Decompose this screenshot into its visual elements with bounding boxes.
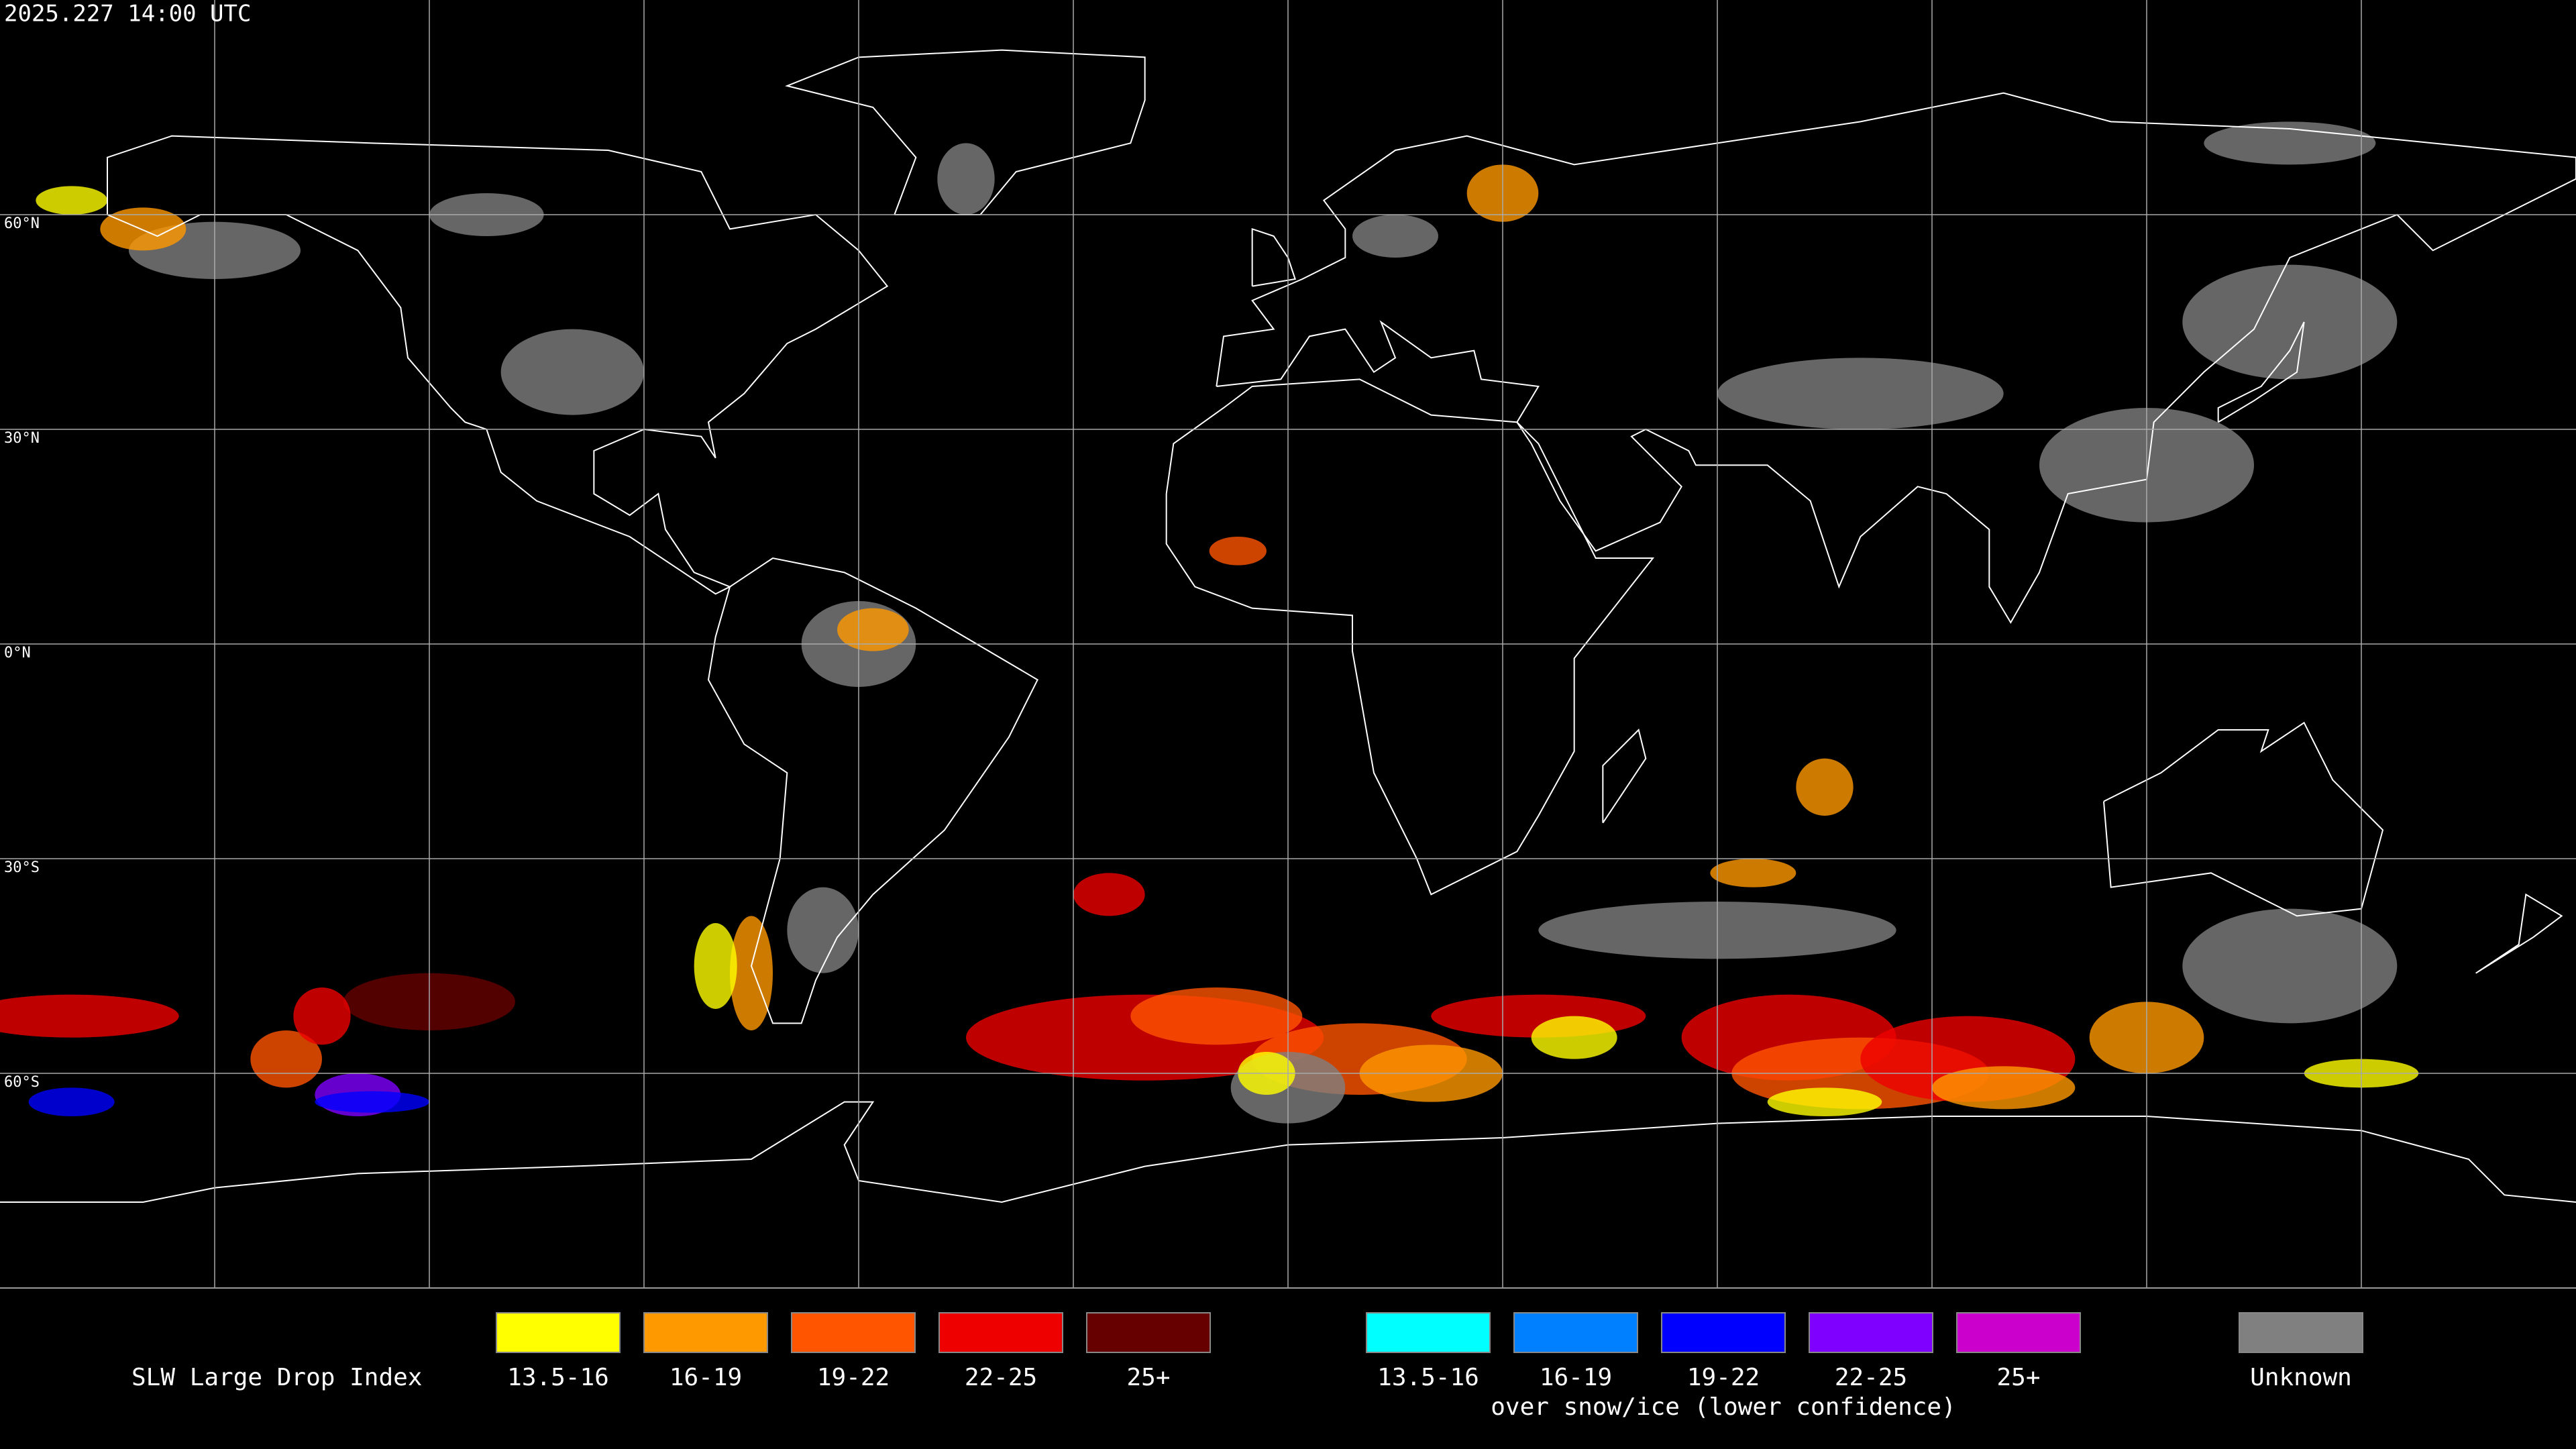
precip-patch xyxy=(1710,859,1796,888)
precip-patch xyxy=(0,994,179,1038)
precip-patch xyxy=(1209,537,1267,566)
legend-swatch xyxy=(1366,1312,1491,1353)
legend-swatch xyxy=(1809,1312,1933,1353)
coastline xyxy=(1216,92,2576,624)
precip-layer xyxy=(0,121,2419,1124)
coastline xyxy=(2475,893,2563,974)
legend-swatch xyxy=(643,1312,768,1353)
precip-patch xyxy=(100,207,186,251)
precip-patch xyxy=(28,1087,115,1116)
latitude-label: 60°S xyxy=(4,1074,40,1091)
precip-patch xyxy=(937,143,995,215)
precip-patch xyxy=(2182,908,2398,1024)
precip-patch xyxy=(1932,1066,2076,1110)
legend-label: 13.5-16 xyxy=(507,1364,609,1391)
legend: SLW Large Drop Index 13.5-16 16-19 19-22 22-… xyxy=(131,1312,2363,1421)
precip-patch xyxy=(315,1091,429,1113)
coastline xyxy=(107,135,889,595)
precip-patch xyxy=(730,916,773,1030)
precip-patch xyxy=(1352,215,1438,258)
legend-label: 19-22 xyxy=(817,1364,890,1391)
precip-patch xyxy=(500,329,644,415)
legend-swatch xyxy=(1513,1312,1638,1353)
graticule: 60°N 30°N 0°N 30°S 60°S xyxy=(0,0,2576,1288)
precip-patch xyxy=(293,987,351,1045)
coastline xyxy=(1251,227,1296,287)
precip-patch xyxy=(1717,358,2004,430)
precip-patch xyxy=(787,887,859,973)
legend-label: 16-19 xyxy=(1540,1364,1612,1391)
latitude-label: 30°N xyxy=(4,430,40,447)
precip-patch xyxy=(694,923,737,1009)
coastline xyxy=(1602,729,1647,824)
precip-patch xyxy=(1073,873,1145,916)
legend-label: 22-25 xyxy=(1835,1364,1907,1391)
precip-patch xyxy=(1767,1087,1882,1116)
legend-label: Unknown xyxy=(2250,1364,2352,1391)
precip-patch xyxy=(1130,987,1303,1045)
precip-patch xyxy=(36,186,108,215)
latitude-label: 30°S xyxy=(4,859,40,876)
precip-patch xyxy=(2204,121,2376,165)
legend-swatch xyxy=(1086,1312,1211,1353)
precip-patch xyxy=(1796,758,1854,816)
legend-label: 13.5-16 xyxy=(1377,1364,1479,1391)
coastline xyxy=(1165,378,1655,896)
latitude-label: 0°N xyxy=(4,645,31,661)
timestamp: 2025.227 14:00 UTC xyxy=(4,1,251,28)
legend-swatch xyxy=(1956,1312,2081,1353)
legend-caption: over snow/ice (lower confidence) xyxy=(1491,1393,1956,1421)
legend-label: 25+ xyxy=(1996,1364,2040,1391)
legend-label: 25+ xyxy=(1126,1364,1170,1391)
legend-label: 19-22 xyxy=(1687,1364,1760,1391)
coastline xyxy=(2103,721,2384,917)
precip-patch xyxy=(837,608,909,651)
precip-patch xyxy=(2182,264,2398,380)
coastline xyxy=(707,557,1038,1024)
legend-swatch xyxy=(938,1312,1063,1353)
coastline xyxy=(2217,321,2305,423)
legend-label: 22-25 xyxy=(965,1364,1037,1391)
legend-swatch xyxy=(791,1312,916,1353)
legend-swatch xyxy=(496,1312,621,1353)
legend-swatch xyxy=(2239,1312,2363,1353)
legend-label: 16-19 xyxy=(669,1364,742,1391)
legend-title: SLW Large Drop Index xyxy=(131,1364,422,1391)
latitude-label: 60°N xyxy=(4,215,40,232)
legend-swatch xyxy=(1661,1312,1786,1353)
precip-patch xyxy=(1531,1016,1617,1059)
